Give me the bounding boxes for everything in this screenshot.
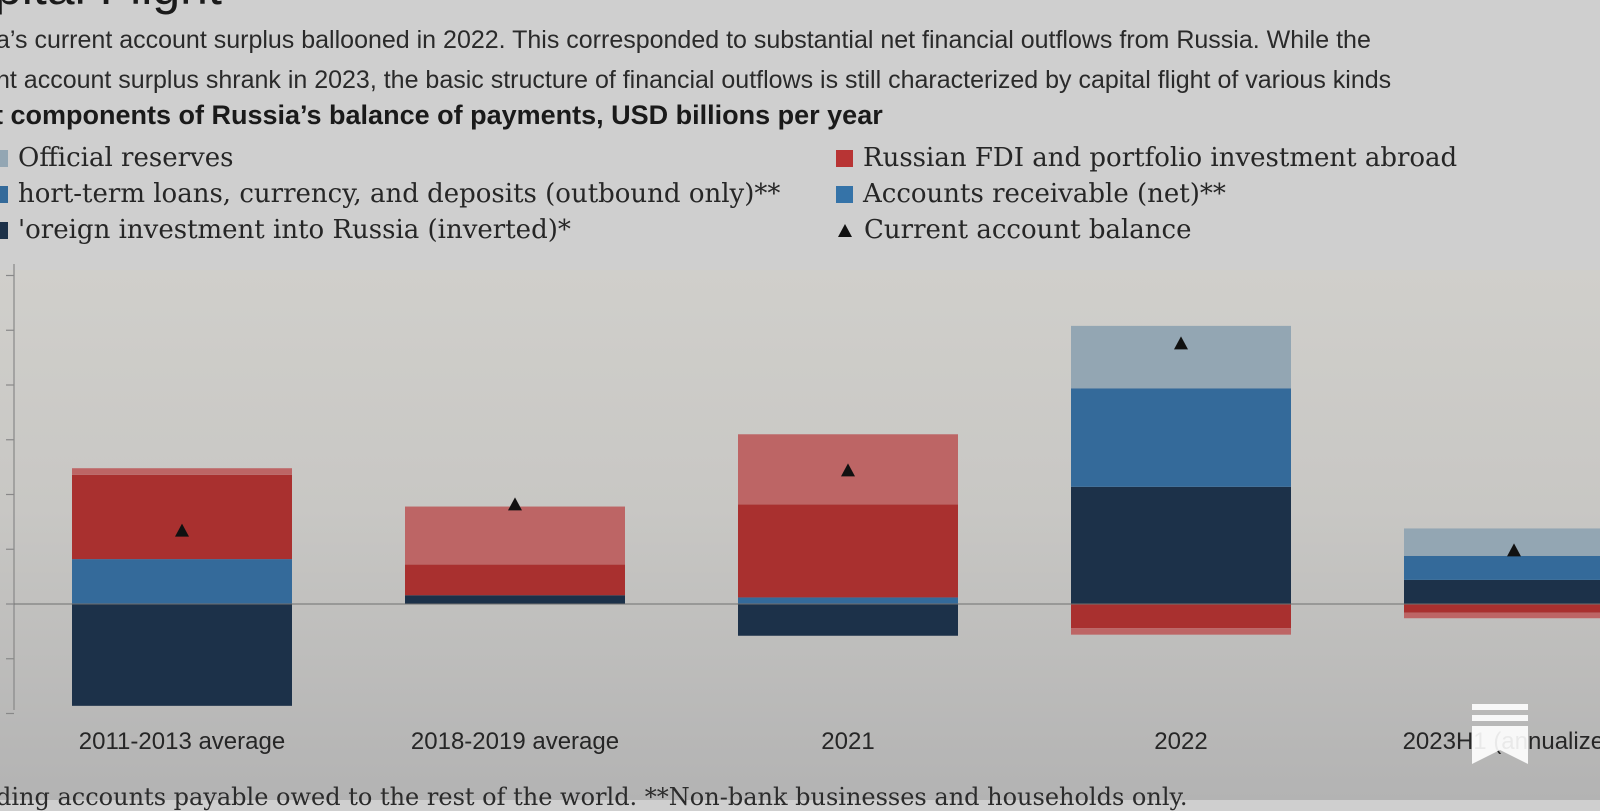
subtitle-line: nt account surplus shrank in 2023, the b…	[0, 66, 1392, 94]
bar-segment	[72, 604, 292, 706]
bar-segment	[1071, 325, 1291, 389]
current-account-marker	[508, 497, 522, 511]
subtitle-line: a’s current account surplus ballooned in…	[0, 26, 1371, 54]
current-account-marker	[175, 523, 189, 537]
legend-left: Official reserves hort-term loans, curre…	[0, 140, 780, 248]
x-tick-label: 2022	[1154, 728, 1207, 755]
bar-segment	[405, 595, 625, 604]
bar-segment	[738, 504, 958, 598]
page-title: pital Flight	[0, 0, 222, 16]
bar-segment	[72, 474, 292, 560]
bar-segment	[738, 604, 958, 636]
bar-segment	[1404, 604, 1600, 613]
legend-item-current-account: Current account balance	[836, 212, 1457, 248]
chart-heading: t components of Russia’s balance of paym…	[0, 100, 883, 130]
triangle-icon	[838, 223, 852, 237]
current-account-marker	[1507, 543, 1521, 557]
bar-segment	[72, 468, 292, 475]
legend-item-russian-fdi: Russian FDI and portfolio investment abr…	[836, 140, 1457, 176]
x-tick-label: 2011-2013 average	[79, 728, 285, 755]
legend-swatch	[836, 185, 853, 203]
legend-swatch	[0, 149, 8, 167]
bar-segment	[738, 597, 958, 604]
legend-label: Current account balance	[864, 215, 1192, 245]
legend-label: 'oreign investment into Russia (inverted…	[18, 215, 571, 245]
current-account-marker	[841, 463, 855, 477]
bar-segment	[1404, 579, 1600, 604]
legend-label: Accounts receivable (net)**	[863, 179, 1226, 209]
bookmark-icon[interactable]	[1472, 704, 1530, 768]
legend-label: hort-term loans, currency, and deposits …	[18, 179, 781, 209]
x-tick-label: 2018-2019 average	[411, 728, 619, 755]
bar-segment	[1071, 486, 1291, 604]
bar-segment	[1404, 612, 1600, 619]
bar-segment	[1404, 555, 1600, 580]
stacked-bar-chart: 2011-2013 average 2018-2019 average 2021 20…	[6, 264, 1600, 755]
legend-swatch	[0, 221, 8, 239]
bar-segment	[405, 564, 625, 596]
bar-segment	[405, 506, 625, 565]
legend-swatch	[836, 149, 853, 167]
bar-segment	[72, 559, 292, 604]
legend-item-short-term-loans: hort-term loans, currency, and deposits …	[0, 176, 780, 212]
bar-segment	[1071, 604, 1291, 629]
bar-segment	[1404, 528, 1600, 556]
legend-item-accounts-receivable: Accounts receivable (net)**	[836, 176, 1457, 212]
legend-right: Russian FDI and portfolio investment abr…	[836, 140, 1457, 248]
x-tick-label: 2021	[821, 728, 874, 755]
legend-item-official-reserves: Official reserves	[0, 140, 780, 176]
legend-label: Official reserves	[18, 143, 234, 173]
current-account-marker	[1174, 336, 1188, 350]
bar-segment	[1071, 628, 1291, 635]
legend-swatch	[0, 185, 8, 203]
legend-item-foreign-investment: 'oreign investment into Russia (inverted…	[0, 212, 780, 248]
legend-label: Russian FDI and portfolio investment abr…	[863, 143, 1458, 173]
footnote: ding accounts payable owed to the rest o…	[0, 783, 1188, 811]
subtitle: a’s current account surplus ballooned in…	[0, 20, 1600, 100]
bar-segment	[1071, 388, 1291, 487]
